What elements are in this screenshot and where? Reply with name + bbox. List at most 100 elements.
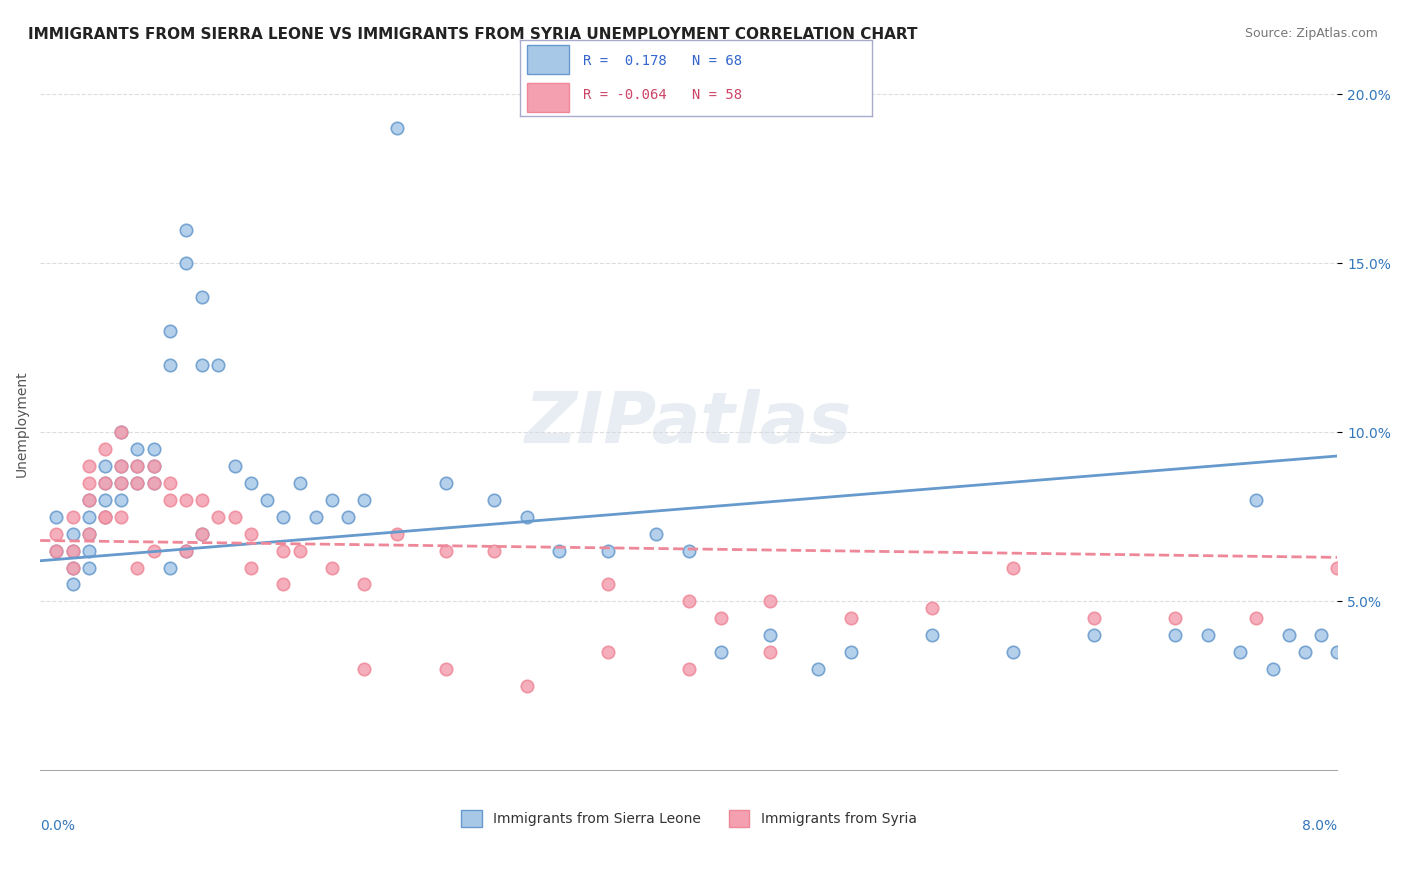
Point [1164, 611, 1187, 625]
Point [191, 526, 214, 541]
Point [839, 645, 862, 659]
Point [77, 509, 100, 524]
Point [1083, 611, 1105, 625]
Point [94, 476, 117, 491]
Point [45, 509, 67, 524]
Point [1083, 628, 1105, 642]
Point [142, 459, 165, 474]
Point [224, 509, 246, 524]
Point [548, 543, 571, 558]
Point [434, 476, 457, 491]
Point [62, 509, 84, 524]
Point [273, 577, 295, 591]
Point [273, 509, 295, 524]
Point [645, 526, 668, 541]
Point [337, 509, 360, 524]
Point [1197, 628, 1219, 642]
Point [94, 492, 117, 507]
Text: IMMIGRANTS FROM SIERRA LEONE VS IMMIGRANTS FROM SYRIA UNEMPLOYMENT CORRELATION C: IMMIGRANTS FROM SIERRA LEONE VS IMMIGRAN… [28, 27, 918, 42]
Point [239, 476, 262, 491]
Point [239, 526, 262, 541]
Bar [527, 45, 569, 74]
Point [127, 459, 149, 474]
Point [110, 425, 132, 440]
Point [482, 543, 505, 558]
Point [305, 509, 328, 524]
Point [678, 594, 700, 608]
Point [77, 476, 100, 491]
Point [516, 509, 538, 524]
Point [678, 543, 700, 558]
Point [288, 476, 311, 491]
Point [142, 476, 165, 491]
Point [191, 526, 214, 541]
Point [596, 645, 619, 659]
Point [77, 492, 100, 507]
Point [434, 543, 457, 558]
Point [94, 459, 117, 474]
Point [321, 560, 343, 574]
Point [1310, 628, 1333, 642]
Point [353, 662, 375, 676]
Point [77, 526, 100, 541]
Point [77, 543, 100, 558]
Point [759, 628, 782, 642]
Point [110, 425, 132, 440]
Point [127, 476, 149, 491]
Point [62, 543, 84, 558]
Point [288, 543, 311, 558]
Point [1229, 645, 1251, 659]
Point [1002, 645, 1025, 659]
Point [77, 526, 100, 541]
Point [77, 459, 100, 474]
Point [94, 442, 117, 457]
Point [45, 543, 67, 558]
Point [1278, 628, 1301, 642]
Point [921, 601, 943, 615]
Point [710, 645, 733, 659]
Point [207, 358, 229, 372]
Point [224, 459, 246, 474]
Point [142, 543, 165, 558]
Text: R =  0.178   N = 68: R = 0.178 N = 68 [583, 54, 742, 68]
Point [94, 509, 117, 524]
Point [1164, 628, 1187, 642]
Text: Source: ZipAtlas.com: Source: ZipAtlas.com [1244, 27, 1378, 40]
Point [1294, 645, 1316, 659]
Point [159, 476, 181, 491]
Point [191, 358, 214, 372]
Point [142, 476, 165, 491]
Point [127, 560, 149, 574]
Point [1246, 492, 1268, 507]
Point [127, 476, 149, 491]
Text: 8.0%: 8.0% [1302, 819, 1337, 833]
Point [159, 560, 181, 574]
Point [110, 509, 132, 524]
Y-axis label: Unemployment: Unemployment [15, 370, 30, 477]
Point [174, 222, 197, 236]
Text: ZIPatlas: ZIPatlas [524, 390, 852, 458]
Point [159, 358, 181, 372]
Point [321, 492, 343, 507]
Point [159, 492, 181, 507]
Point [807, 662, 830, 676]
Point [142, 442, 165, 457]
Point [1002, 560, 1025, 574]
Point [678, 662, 700, 676]
Legend: Immigrants from Sierra Leone, Immigrants from Syria: Immigrants from Sierra Leone, Immigrants… [456, 805, 922, 832]
Point [62, 560, 84, 574]
Point [239, 560, 262, 574]
Point [1326, 645, 1348, 659]
Point [77, 560, 100, 574]
Point [127, 442, 149, 457]
Point [596, 543, 619, 558]
Point [191, 492, 214, 507]
Point [127, 459, 149, 474]
Point [62, 543, 84, 558]
Point [1326, 560, 1348, 574]
Point [385, 121, 408, 136]
Point [174, 256, 197, 270]
Text: R = -0.064   N = 58: R = -0.064 N = 58 [583, 87, 742, 102]
Point [921, 628, 943, 642]
Point [110, 492, 132, 507]
